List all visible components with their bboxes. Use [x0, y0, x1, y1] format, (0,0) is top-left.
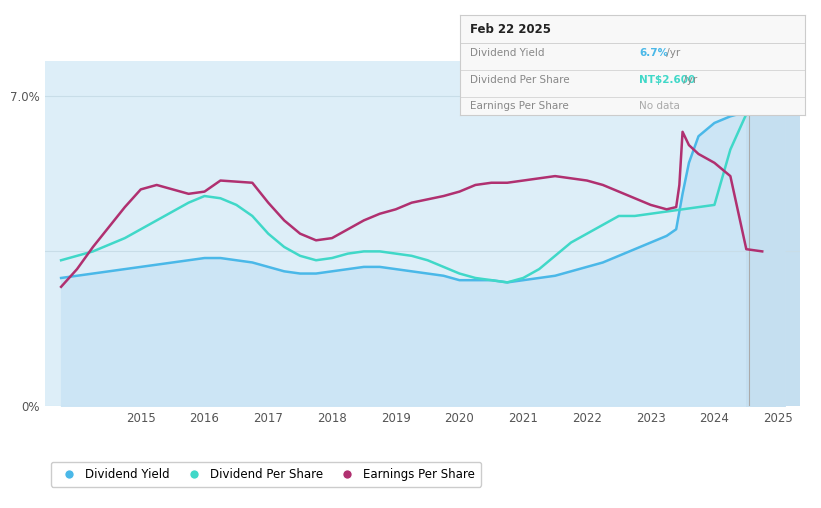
Text: /yr: /yr	[681, 75, 698, 85]
Text: 6.7%: 6.7%	[639, 48, 668, 58]
Text: No data: No data	[639, 101, 680, 111]
Text: Feb 22 2025: Feb 22 2025	[470, 23, 551, 36]
Text: Earnings Per Share: Earnings Per Share	[470, 101, 569, 111]
Text: Dividend Yield: Dividend Yield	[470, 48, 544, 58]
Text: Dividend Per Share: Dividend Per Share	[470, 75, 570, 85]
Text: Past: Past	[753, 99, 777, 112]
Bar	[750, 61, 800, 406]
Legend: Dividend Yield, Dividend Per Share, Earnings Per Share: Dividend Yield, Dividend Per Share, Earn…	[51, 462, 481, 487]
Text: /yr: /yr	[663, 48, 681, 58]
Text: NT$2.600: NT$2.600	[639, 75, 695, 85]
